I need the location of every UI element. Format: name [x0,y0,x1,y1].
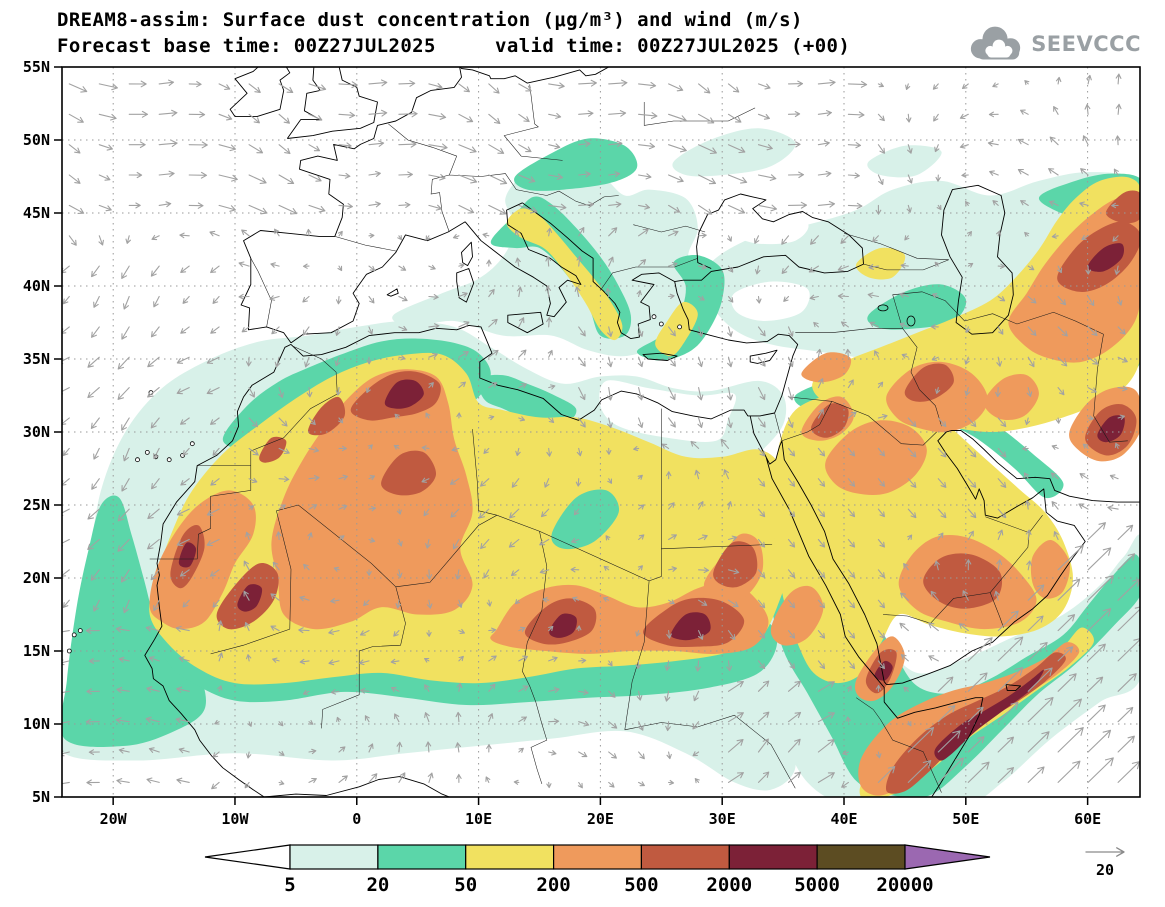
dust-region [770,464,1140,797]
legend-color-segment [816,844,906,870]
legend-value-label: 50 [454,874,477,896]
dust-region [730,214,809,245]
legend-value-label: 20 [366,874,389,896]
lat-tick-label: 40N [23,277,50,295]
lat-tick-label: 15N [23,642,50,660]
dust-region [855,247,906,280]
logo-text: SEEVCCC [1031,32,1141,56]
dust-region [237,584,263,612]
dust-region [770,585,824,646]
dust-region [384,379,424,409]
lon-tick-label: 30E [709,810,736,828]
color-legend: 5 20 50 200 500 2000 5000 20000 [204,844,991,896]
dust-region [259,436,287,463]
dust-region [812,176,1140,432]
lon-tick-label: 50E [952,810,979,828]
legend-color-segment [289,844,379,870]
coastline-layer [144,67,1140,797]
dust-region [825,420,927,496]
legend-color-segment [728,844,818,870]
seevccc-logo: SEEVCCC [967,22,1141,66]
legend-value-label: 200 [536,874,570,896]
legend-color-segment [640,844,730,870]
dust-region [670,612,711,641]
wind-ref-arrow-icon [1085,847,1125,857]
lat-tick-label: 50N [23,131,50,149]
legend-value-label: 500 [624,874,658,896]
lat-tick-label: 30N [23,423,50,441]
lon-tick-label: 40E [830,810,857,828]
dust-region [867,145,942,178]
dust-region [874,660,893,681]
wind-ref-label: 20 [1096,861,1114,879]
lat-tick-label: 10N [23,715,50,733]
legend-value-label: 5000 [794,874,840,896]
dust-region [923,553,1003,609]
lon-tick-label: 10E [465,810,492,828]
dust-region [1087,243,1125,272]
dust-region [477,374,577,424]
wind-reference: 20 [1085,847,1125,879]
title-block: DREAM8-assim: Surface dust concentration… [57,7,850,59]
dust-region [811,403,849,438]
legend-value-label: 20000 [876,874,933,896]
lat-tick-label: 25N [23,496,50,514]
cloud-icon [971,26,1021,60]
dust-region [506,208,623,341]
dust-region [934,669,1044,761]
lat-tick-label: 45N [23,204,50,222]
dust-region [307,396,346,436]
dust-region [1105,190,1140,224]
lon-tick-label: 60E [1074,810,1101,828]
legend-left-arrow [204,844,291,870]
dust-region [1030,539,1070,599]
lon-tick-label: 0 [352,810,361,828]
dust-concentration-layer [62,128,1140,797]
axes-layer: 55N 50N 45N 40N 35N 30N 25N 20N 15N 10N 5N 20W 10W 0 1… [23,58,1101,828]
legend-color-segment [377,844,467,870]
legend-right-arrow [904,844,991,870]
dust-region [549,613,577,638]
legend-color-segment [465,844,555,870]
dust-region [514,138,638,191]
lat-tick-label: 55N [23,58,50,76]
lon-tick-label: 20E [587,810,614,828]
dust-region [984,374,1039,421]
wind-arrows-layer [62,73,1140,790]
lat-tick-label: 35N [23,350,50,368]
lon-tick-label: 10W [221,810,249,828]
dust-region [178,542,197,568]
legend-color-segment [552,844,643,870]
dust-region [551,489,620,550]
dust-region [904,363,954,402]
dust-region [713,541,758,588]
dust-region [62,495,206,747]
dust-region [1097,415,1125,443]
lon-tick-label: 20W [100,810,128,828]
dust-region [655,301,698,357]
lat-tick-label: 5N [32,788,50,806]
dust-region [801,352,852,383]
dust-region [672,128,796,177]
map-title: DREAM8-assim: Surface dust concentration… [57,9,803,31]
dust-region [867,284,967,330]
legend-value-label: 2000 [706,874,752,896]
dust-region [731,281,810,321]
legend-value-label: 5 [284,874,295,896]
lat-tick-label: 20N [23,569,50,587]
dust-region [381,450,437,496]
map-subtitle: Forecast base time: 00Z27JUL2025 valid t… [57,35,851,57]
graticule-layer [62,67,1140,797]
